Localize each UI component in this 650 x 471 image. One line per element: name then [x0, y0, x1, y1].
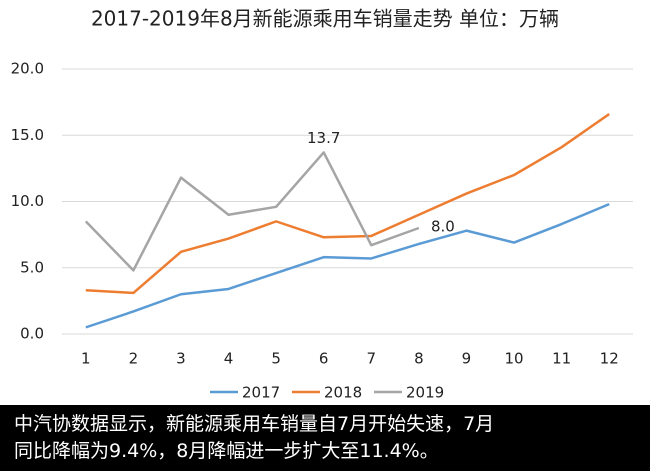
- caption-line: 同比降幅为9.4%，8月降幅进一步扩大至11.4%。: [14, 440, 439, 462]
- x-tick-label: 6: [319, 350, 329, 368]
- legend-label: 2017: [242, 384, 280, 402]
- series-line: [85, 202, 610, 329]
- x-tick-label: 5: [271, 350, 281, 368]
- chart-title: 2017-2019年8月新能源乘用车销量走势 单位：万辆: [91, 7, 559, 31]
- y-tick-label: 15.0: [11, 126, 44, 144]
- caption: 中汽协数据显示，新能源乘用车销量自7月开始失速，7月 同比降幅为9.4%，8月降…: [0, 405, 650, 471]
- legend-label: 2019: [406, 384, 444, 402]
- series-line: [84, 151, 420, 272]
- data-label: 13.7: [307, 129, 340, 147]
- x-tick-label: 11: [552, 350, 571, 368]
- x-tick-label: 3: [176, 350, 186, 368]
- y-tick-label: 10.0: [11, 192, 44, 210]
- y-tick-label: 0.0: [20, 325, 44, 343]
- x-tick-label: 8: [414, 350, 424, 368]
- legend-label: 2018: [324, 384, 362, 402]
- caption-line: 中汽协数据显示，新能源乘用车销量自7月开始失速，7月: [14, 413, 495, 435]
- chart-background: [0, 0, 650, 405]
- x-tick-label: 2: [129, 350, 139, 368]
- x-tick-label: 4: [224, 350, 234, 368]
- y-tick-label: 5.0: [20, 258, 44, 276]
- data-label: 8.0: [431, 218, 455, 236]
- x-tick-label: 7: [367, 350, 377, 368]
- series-line: [85, 113, 610, 295]
- x-tick-label: 12: [600, 350, 619, 368]
- x-tick-label: 1: [81, 350, 91, 368]
- chart: 2017-2019年8月新能源乘用车销量走势 单位：万辆 0.0 5.0 10.0 1…: [0, 0, 650, 405]
- x-tick-label: 9: [462, 350, 472, 368]
- x-tick-label: 10: [504, 350, 523, 368]
- y-tick-label: 20.0: [11, 60, 44, 78]
